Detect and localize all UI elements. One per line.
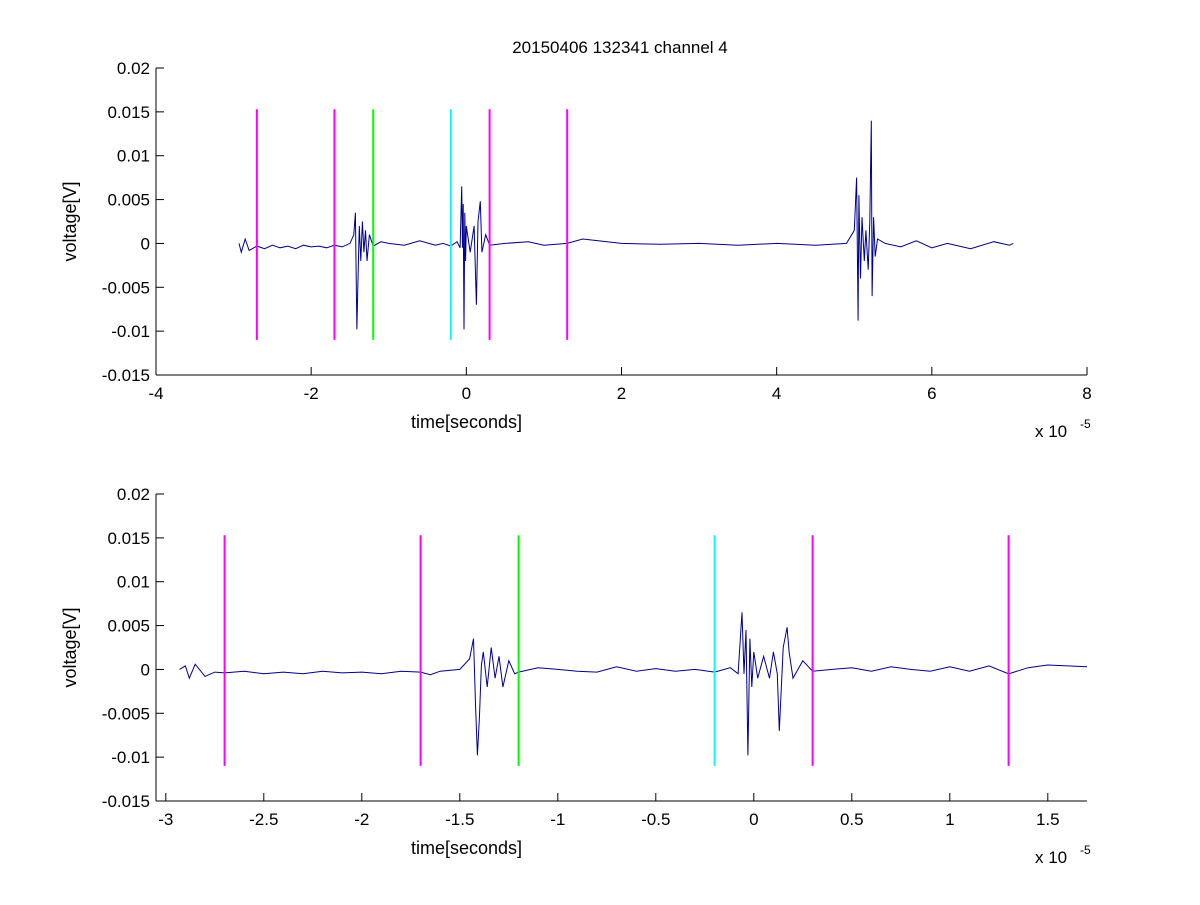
x-tick-label: 6 (927, 384, 936, 403)
x-tick-label: 2 (617, 384, 626, 403)
x-tick-label: 0 (462, 384, 471, 403)
x-tick-label: -3 (158, 810, 173, 829)
x-tick-label: -1.5 (445, 810, 474, 829)
y-tick-label: 0.02 (117, 59, 150, 78)
x-tick-label: -2 (304, 384, 319, 403)
series-line-1 (179, 612, 1087, 756)
series-line-1 (238, 120, 1014, 330)
x-multiplier-exponent: -5 (1080, 843, 1091, 857)
y-axis-label: voltage[V] (60, 607, 80, 687)
y-tick-label: -0.005 (102, 278, 150, 297)
axes-1: -0.015 -0.01 -0.005 0 0.005 0.01 0.015 0.02 -4 -2… (60, 59, 1092, 441)
x-tick-label: 1.5 (1036, 810, 1060, 829)
x-tick-label: -1 (550, 810, 565, 829)
y-axis-label: voltage[V] (60, 181, 80, 261)
x-multiplier-exponent: -5 (1080, 417, 1091, 431)
y-tick-label: 0.01 (117, 573, 150, 592)
y-tick-label: 0.015 (107, 529, 150, 548)
y-tick-label: -0.005 (102, 704, 150, 723)
axes-2: -0.015 -0.01 -0.005 0 0.005 0.01 0.015 0.02 -3 -2… (60, 485, 1091, 867)
x-axis-label: time[seconds] (411, 838, 522, 858)
x-multiplier-label: x 10 (1035, 422, 1067, 441)
x-tick-label: -2.5 (249, 810, 278, 829)
x-tick-label: 0.5 (840, 810, 864, 829)
x-tick-label: -4 (148, 384, 163, 403)
y-tick-label: -0.015 (102, 366, 150, 385)
y-tick-label: 0.005 (107, 191, 150, 210)
x-tick-label: 1 (945, 810, 954, 829)
x-tick-label: 8 (1082, 384, 1091, 403)
y-tick-label: 0.015 (107, 103, 150, 122)
y-tick-label: 0.01 (117, 147, 150, 166)
x-tick-label: -0.5 (641, 810, 670, 829)
x-multiplier-label: x 10 (1035, 848, 1067, 867)
x-tick-label: 0 (749, 810, 758, 829)
x-tick-label: -2 (354, 810, 369, 829)
figure-title: 20150406 132341 channel 4 (512, 38, 728, 57)
y-tick-label: 0.005 (107, 617, 150, 636)
y-tick-label: 0.02 (117, 485, 150, 504)
y-tick-label: 0 (141, 234, 150, 253)
x-axis-label: time[seconds] (411, 412, 522, 432)
y-tick-label: -0.01 (111, 748, 150, 767)
x-tick-label: 4 (772, 384, 781, 403)
y-tick-label: 0 (141, 660, 150, 679)
y-tick-label: -0.015 (102, 792, 150, 811)
y-tick-label: -0.01 (111, 322, 150, 341)
